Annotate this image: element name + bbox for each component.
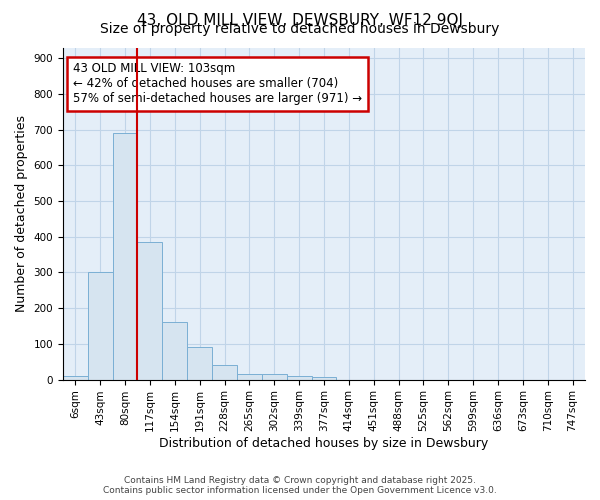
Bar [137, 242, 163, 380]
Bar [262, 374, 287, 380]
Bar [187, 348, 212, 380]
Bar [63, 376, 88, 380]
Bar [163, 322, 187, 380]
Bar [287, 376, 311, 380]
Bar [88, 272, 113, 380]
Bar [113, 133, 137, 380]
X-axis label: Distribution of detached houses by size in Dewsbury: Distribution of detached houses by size … [160, 437, 488, 450]
Bar [311, 377, 337, 380]
Text: Contains HM Land Registry data © Crown copyright and database right 2025.
Contai: Contains HM Land Registry data © Crown c… [103, 476, 497, 495]
Y-axis label: Number of detached properties: Number of detached properties [15, 115, 28, 312]
Bar [237, 374, 262, 380]
Text: 43, OLD MILL VIEW, DEWSBURY, WF12 9QJ: 43, OLD MILL VIEW, DEWSBURY, WF12 9QJ [137, 12, 463, 28]
Text: Size of property relative to detached houses in Dewsbury: Size of property relative to detached ho… [100, 22, 500, 36]
Text: 43 OLD MILL VIEW: 103sqm
← 42% of detached houses are smaller (704)
57% of semi-: 43 OLD MILL VIEW: 103sqm ← 42% of detach… [73, 62, 362, 106]
Bar [212, 366, 237, 380]
